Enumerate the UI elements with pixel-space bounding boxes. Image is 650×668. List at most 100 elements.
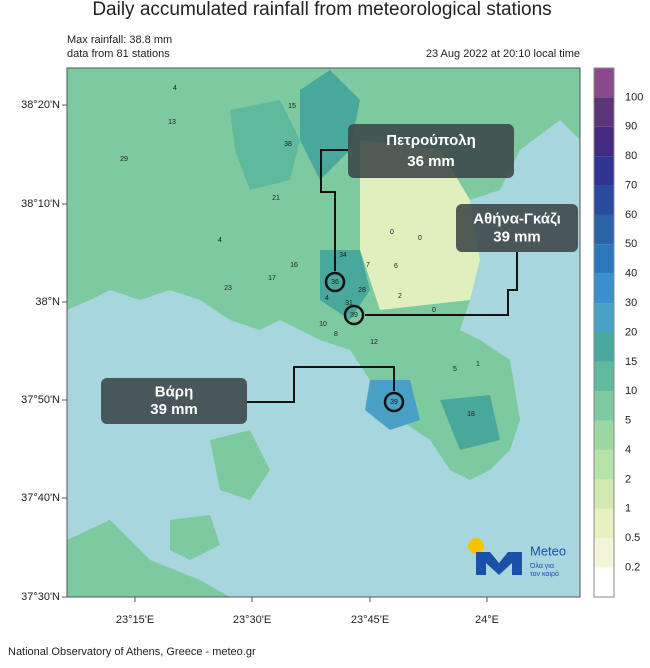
station-marker: [383, 391, 405, 413]
callout-name: Βάρη: [155, 384, 194, 401]
callout-name: Αθήνα-Γκάζι: [473, 210, 560, 227]
colorbar-label: 100: [625, 91, 643, 103]
colorbar-segment: [594, 538, 614, 568]
callout-box: [101, 378, 247, 424]
colorbar-segment: [594, 185, 614, 215]
rain-zone: [365, 380, 420, 430]
station-marker-value: 39: [350, 312, 358, 319]
station-value: 10: [319, 321, 327, 328]
station-marker-value: 36: [331, 279, 339, 286]
footer: National Observatory of Athens, Greece -…: [8, 646, 256, 658]
station-value: 28: [358, 287, 366, 294]
station-value: 2: [398, 293, 402, 300]
station-value: 13: [168, 119, 176, 126]
station-value: 6: [394, 263, 398, 270]
callout-value: 39 mm: [493, 229, 541, 246]
lat-label: 38°20'N: [21, 99, 60, 111]
station-value: 4: [218, 237, 222, 244]
colorbar-segment: [594, 97, 614, 127]
colorbar-label: 2: [625, 473, 631, 485]
colorbar-segment: [594, 126, 614, 157]
colorbar-label: 90: [625, 121, 637, 133]
lon-label: 23°30'E: [233, 614, 271, 626]
colorbar-segment: [594, 450, 614, 480]
callout-name: Πετρούπολη: [386, 132, 476, 149]
colorbar-segment: [594, 214, 614, 245]
station-value: 16: [290, 262, 298, 269]
lon-label: 23°15'E: [116, 614, 154, 626]
colorbar-segment: [594, 508, 614, 539]
rain-zone: [300, 70, 360, 180]
lon-label: 24°E: [475, 614, 499, 626]
station-value: 4: [325, 295, 329, 302]
colorbar-segment: [594, 244, 614, 274]
colorbar-segment: [594, 303, 614, 333]
colorbar-label: 50: [625, 238, 637, 250]
station-value: 23: [224, 285, 232, 292]
station-value: 21: [272, 195, 280, 202]
colorbar-label: 10: [625, 385, 637, 397]
logo-tagline: τον καιρό: [530, 570, 559, 578]
rain-zone: [230, 100, 300, 190]
logo-tagline: Όλα για: [529, 563, 554, 570]
callout-box: [348, 124, 514, 178]
colorbar-label: 1: [625, 503, 631, 515]
station-marker-value: 39: [390, 399, 398, 406]
station-count: data from 81 stations: [67, 48, 170, 60]
colorbar-label: 80: [625, 150, 637, 162]
colorbar-label: 5: [625, 415, 631, 427]
logo-sun: [468, 538, 484, 554]
rain-zone: [320, 250, 370, 320]
logo-mark: [476, 552, 522, 575]
lat-label: 38°N: [35, 296, 60, 308]
station-value: 1: [476, 361, 480, 368]
station-value: 34: [339, 252, 347, 259]
island: [210, 430, 270, 500]
colorbar-label: 70: [625, 179, 637, 191]
station-value: 12: [370, 339, 378, 346]
colorbar-segment: [594, 361, 614, 392]
colorbar-segment: [594, 332, 614, 362]
colorbar-frame: [593, 67, 615, 598]
callout-value: 36 mm: [407, 153, 455, 170]
max-rainfall: Max rainfall: 38.8 mm: [67, 34, 172, 46]
colorbar-segment: [594, 273, 614, 304]
callout-box: [456, 204, 578, 252]
rain-zone: [440, 395, 500, 450]
colorbar-segment: [594, 391, 614, 421]
station-value: 18: [467, 411, 475, 418]
station-marker: [324, 271, 346, 293]
station-value: 29: [120, 156, 128, 163]
colorbar-label: 30: [625, 297, 637, 309]
station-value: 5: [453, 366, 457, 373]
station-value: 15: [288, 103, 296, 110]
colorbar-label: 40: [625, 268, 637, 280]
station-value: 4: [173, 85, 177, 92]
colorbar-label: 0.5: [625, 532, 640, 544]
colorbar-segment: [594, 420, 614, 451]
lon-label: 23°45'E: [351, 614, 389, 626]
colorbar-label: 15: [625, 356, 637, 368]
logo-name: Meteo: [530, 543, 566, 558]
station-value: 0: [418, 235, 422, 242]
station-value: 7: [366, 262, 370, 269]
map-frame: [66, 67, 581, 598]
timestamp: 23 Aug 2022 at 20:10 local time: [426, 48, 580, 60]
lat-label: 37°50'N: [21, 394, 60, 406]
colorbar-label: 60: [625, 209, 637, 221]
lat-label: 37°30'N: [21, 591, 60, 603]
low-rain-zone: [360, 140, 480, 310]
colorbar-label: 4: [625, 444, 631, 456]
peninsula: [67, 520, 230, 597]
colorbar-label: 0.2: [625, 562, 640, 574]
station-value: 8: [334, 331, 338, 338]
callout-value: 39 mm: [150, 401, 198, 418]
station-value: 38: [284, 141, 292, 148]
station-value: 31: [345, 300, 353, 307]
island: [170, 515, 220, 560]
lat-label: 38°10'N: [21, 198, 60, 210]
station-value: 17: [268, 275, 276, 282]
title: Daily accumulated rainfall from meteorol…: [92, 0, 551, 20]
colorbar-segment: [594, 68, 614, 98]
